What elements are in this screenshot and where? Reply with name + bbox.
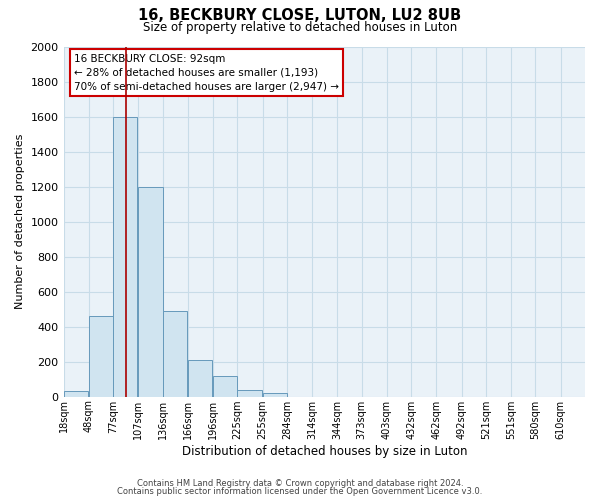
Text: Contains HM Land Registry data © Crown copyright and database right 2024.: Contains HM Land Registry data © Crown c…	[137, 478, 463, 488]
Text: 16 BECKBURY CLOSE: 92sqm
← 28% of detached houses are smaller (1,193)
70% of sem: 16 BECKBURY CLOSE: 92sqm ← 28% of detach…	[74, 54, 339, 92]
Bar	[188, 360, 212, 397]
Bar	[89, 316, 113, 396]
X-axis label: Distribution of detached houses by size in Luton: Distribution of detached houses by size …	[182, 444, 467, 458]
Bar	[163, 311, 187, 396]
Bar	[263, 393, 287, 396]
Bar	[64, 392, 88, 396]
Bar	[113, 116, 137, 396]
Bar	[238, 390, 262, 396]
Text: 16, BECKBURY CLOSE, LUTON, LU2 8UB: 16, BECKBURY CLOSE, LUTON, LU2 8UB	[139, 8, 461, 22]
Bar	[213, 376, 238, 396]
Y-axis label: Number of detached properties: Number of detached properties	[15, 134, 25, 310]
Text: Size of property relative to detached houses in Luton: Size of property relative to detached ho…	[143, 21, 457, 34]
Text: Contains public sector information licensed under the Open Government Licence v3: Contains public sector information licen…	[118, 487, 482, 496]
Bar	[138, 186, 163, 396]
